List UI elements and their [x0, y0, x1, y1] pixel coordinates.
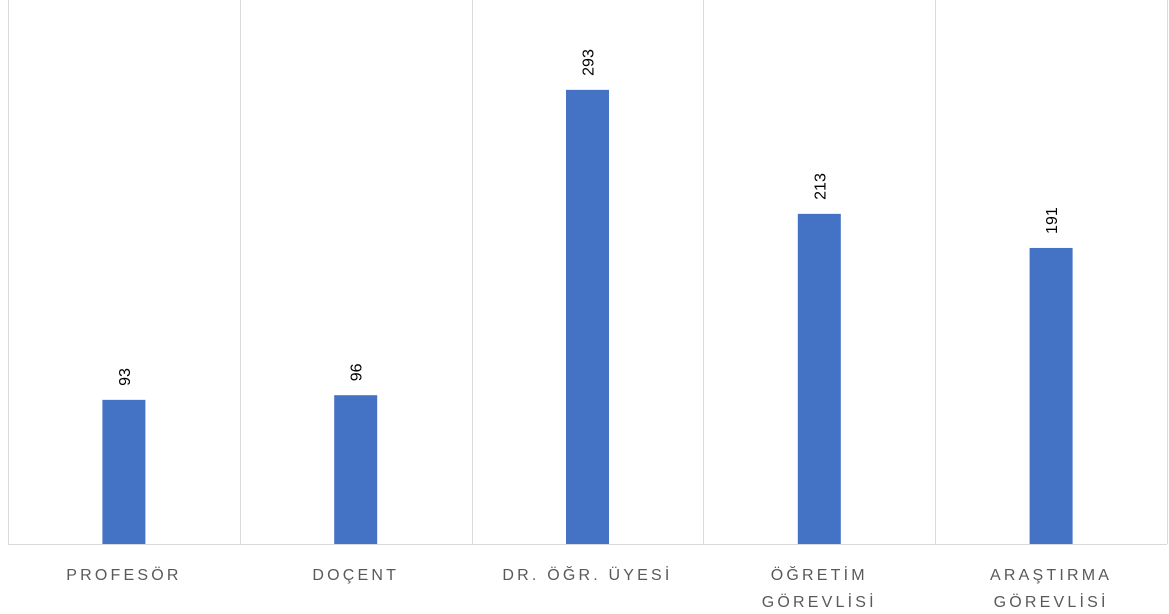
category-label-0: PROFESÖR — [66, 566, 181, 584]
bar-4 — [1029, 247, 1073, 544]
data-label-0: 93 — [117, 368, 134, 386]
data-labels: 93 96 293 213 191 — [117, 49, 1061, 386]
category-label-4-line-1: GÖREVLİSİ — [994, 592, 1109, 611]
category-label-4-line-0: ARAŞTIRMA — [990, 567, 1112, 584]
bar-1 — [334, 395, 378, 544]
bar-3 — [797, 213, 841, 544]
bar-0 — [102, 399, 146, 544]
category-labels: PROFESÖR DOÇENT DR. ÖĞR. ÜYESİ ÖĞRETİM GÖREV… — [66, 565, 1112, 611]
data-label-1: 96 — [349, 363, 366, 381]
category-label-3-line-1: GÖREVLİSİ — [762, 592, 877, 611]
category-label-1: DOÇENT — [312, 567, 399, 584]
data-label-2: 293 — [581, 49, 598, 76]
category-label-2: DR. ÖĞR. ÜYESİ — [502, 565, 672, 584]
data-label-4: 191 — [1044, 207, 1061, 234]
bar-2 — [566, 89, 609, 544]
bars — [102, 89, 1073, 544]
data-label-3: 213 — [812, 173, 829, 200]
category-label-3-line-0: ÖĞRETİM — [771, 565, 868, 584]
category-gridlines — [8, 0, 1168, 544]
